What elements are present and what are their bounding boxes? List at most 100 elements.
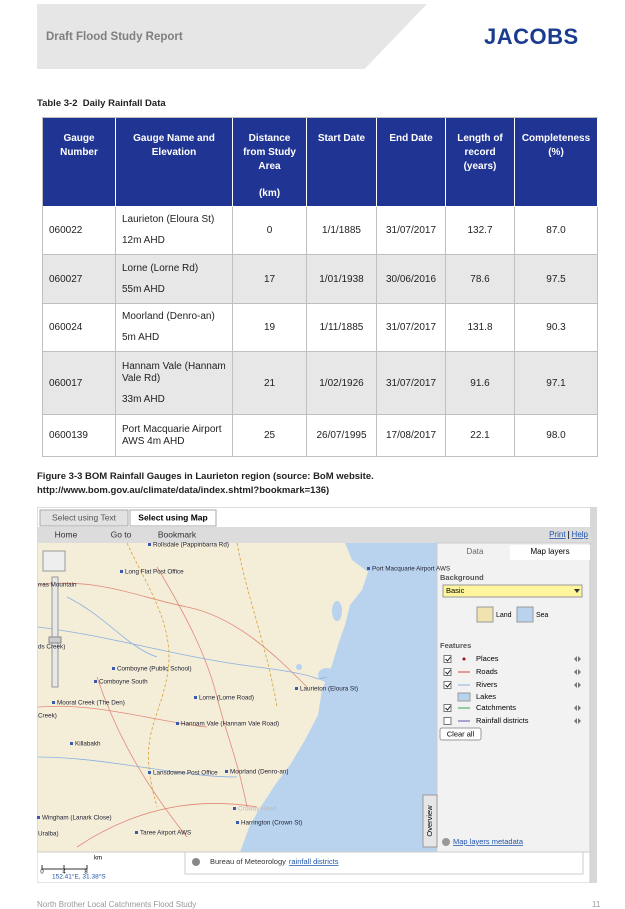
feature-label: Catchments bbox=[476, 703, 516, 712]
layer-arrows bbox=[574, 656, 581, 662]
table-cell: 1/01/1938 bbox=[307, 255, 377, 304]
info-text: Bureau of Meteorology bbox=[210, 857, 286, 866]
feature-label: Rainfall districts bbox=[476, 716, 529, 725]
table-cell: 87.0 bbox=[515, 207, 598, 255]
gauge-name: Moorland (Denro-an) bbox=[122, 311, 215, 322]
tab-label: Select using Map bbox=[138, 512, 207, 522]
gauge-name: Hannam Vale (Hannam Vale Rd) bbox=[122, 360, 226, 384]
place-label: Creek) bbox=[38, 713, 57, 720]
table-cell: 17/08/2017 bbox=[377, 415, 446, 457]
panel-tab: Map layers bbox=[530, 547, 569, 556]
header-text: Distance from Study Area (km) bbox=[233, 132, 306, 201]
gauge-elevation: 55m AHD bbox=[122, 283, 165, 295]
gauge-name: Lorne (Lorne Rd) bbox=[122, 262, 199, 274]
table-cell: 91.6 bbox=[446, 352, 515, 415]
header-text: Start Date bbox=[312, 132, 371, 146]
swatch-label: Land bbox=[496, 612, 512, 619]
place-label: Crowdy Head bbox=[238, 806, 277, 813]
feature-label: Rivers bbox=[476, 680, 498, 689]
gauge-symbol bbox=[112, 667, 115, 670]
legend-icon bbox=[457, 692, 471, 702]
table-cell: 31/07/2017 bbox=[377, 207, 446, 255]
header-band bbox=[37, 4, 427, 69]
cell-text: 0 bbox=[266, 225, 273, 236]
cell-text: 17/08/2017 bbox=[385, 430, 437, 441]
place-label: Lansdowne Post Office bbox=[153, 770, 218, 777]
header-cell: Length of record (years) bbox=[446, 118, 515, 207]
cell-text: 31/07/2017 bbox=[385, 225, 437, 236]
figure-caption: Figure 3-3 BOM Rainfall Gauges in Laurie… bbox=[37, 471, 374, 482]
gauge-symbol bbox=[194, 696, 197, 699]
tab-label: Select using Text bbox=[52, 512, 117, 522]
checkmark bbox=[445, 656, 451, 662]
gauge-name: Port Macquarie Airport AWS 4m AHD bbox=[122, 423, 222, 447]
toolbar-item: Home bbox=[55, 529, 78, 539]
place-label: ds Creek) bbox=[38, 644, 65, 651]
header-cell: Distance from Study Area (km) bbox=[233, 118, 307, 207]
cell-text: 1/02/1926 bbox=[319, 377, 364, 389]
scale-label: 8 bbox=[84, 870, 88, 876]
header-unit: (km) bbox=[258, 188, 281, 199]
place-label: Rollsdale (Pappinbarra Rd) bbox=[153, 542, 229, 549]
table-cell: Moorland (Denro-an) 5m AHD bbox=[116, 304, 233, 352]
coords: 152.41°E, 31.38°S bbox=[52, 873, 106, 881]
button-label: Clear all bbox=[447, 729, 475, 738]
header-title: Draft Flood Study Report bbox=[46, 31, 183, 43]
feature-label: Lakes bbox=[476, 692, 496, 701]
table-cell: 97.5 bbox=[515, 255, 598, 304]
cell-text: 31/07/2017 bbox=[385, 377, 437, 389]
footer-page: 11 bbox=[592, 900, 601, 909]
scale-label: 4 bbox=[62, 870, 66, 876]
header-text: Length of record (years) bbox=[446, 132, 514, 174]
feature-label: Places bbox=[476, 654, 499, 663]
name-block: Port Macquarie Airport AWS 4m AHD bbox=[122, 424, 229, 448]
gauge-symbol bbox=[225, 770, 228, 773]
map-screenshot: Select using Text Select using Map Home Go … bbox=[37, 507, 597, 883]
table-cell: 17 bbox=[233, 255, 307, 304]
cell-text: 87.0 bbox=[546, 225, 566, 236]
header-cell: End Date bbox=[377, 118, 446, 207]
scale-label: 0 bbox=[40, 870, 44, 876]
cell-text: 1/1/1885 bbox=[322, 225, 361, 236]
table-cell: 1/11/1885 bbox=[307, 304, 377, 352]
checkmark bbox=[445, 682, 451, 688]
cell-text: 19 bbox=[263, 322, 276, 333]
table-cell: 060022 bbox=[43, 207, 116, 255]
cell-text: 22.1 bbox=[470, 430, 490, 441]
table-cell: 31/07/2017 bbox=[377, 352, 446, 415]
panel-label: Features bbox=[440, 641, 471, 650]
place-label: Harrington (Crown St) bbox=[241, 820, 302, 827]
cell-text: 17 bbox=[263, 273, 276, 285]
table-cell: 060027 bbox=[43, 255, 116, 304]
gauge-elevation: 12m AHD bbox=[122, 235, 165, 246]
gauge-symbol bbox=[94, 680, 97, 683]
cell-text: 26/07/1995 bbox=[316, 430, 367, 441]
cell-text: 060024 bbox=[49, 322, 83, 333]
header-label: Gauge Name and Elevation bbox=[133, 133, 215, 158]
place-label: Killabakh bbox=[75, 741, 101, 748]
figure-caption: http://www.bom.gov.au/climate/data/index… bbox=[37, 485, 330, 496]
table-cell: 132.7 bbox=[446, 207, 515, 255]
gauge-symbol bbox=[148, 543, 151, 546]
place-label: Long Flat Post Office bbox=[125, 569, 184, 576]
info-link: rainfall districts bbox=[289, 857, 339, 866]
checkbox bbox=[443, 668, 452, 676]
gauge-symbol bbox=[176, 722, 179, 725]
place-label: Comboyne South bbox=[99, 679, 148, 686]
cell-text: 132.7 bbox=[467, 225, 493, 236]
cell-text: 1/11/1885 bbox=[319, 322, 364, 333]
tab bbox=[39, 509, 129, 527]
cell-text: 060017 bbox=[49, 377, 83, 389]
cell-text: 98.0 bbox=[546, 430, 566, 441]
checkbox bbox=[443, 704, 452, 712]
checkbox bbox=[443, 655, 452, 663]
table-cell: 22.1 bbox=[446, 415, 515, 457]
table-cell: 1/02/1926 bbox=[307, 352, 377, 415]
table-cell: Port Macquarie Airport AWS 4m AHD bbox=[116, 415, 233, 457]
table-cell: 1/1/1885 bbox=[307, 207, 377, 255]
header-cell: Completeness (%) bbox=[515, 118, 598, 207]
checkmark bbox=[445, 705, 451, 711]
link: Help bbox=[572, 530, 589, 539]
layer-arrows bbox=[574, 682, 581, 688]
